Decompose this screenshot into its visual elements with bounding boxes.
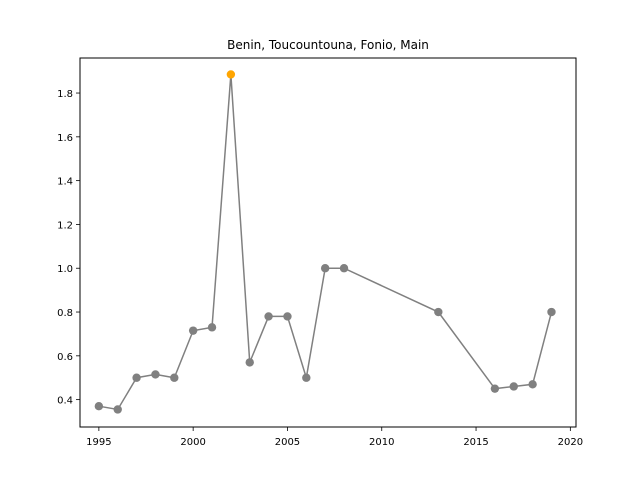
highlight-point (226, 70, 236, 79)
x-tick-label: 2000 (180, 437, 205, 448)
data-point (170, 373, 179, 382)
data-point (151, 370, 160, 379)
data-point (207, 323, 217, 332)
y-tick-label: 0.8 (57, 308, 73, 319)
y-tick-label: 1.6 (57, 133, 73, 144)
data-point (339, 264, 349, 273)
y-tick-label: 0.6 (57, 352, 73, 363)
data-point (283, 312, 292, 321)
chart-title: Benin, Toucountouna, Fonio, Main (227, 38, 429, 52)
data-point (547, 307, 556, 317)
data-point (320, 264, 330, 273)
data-point (188, 326, 198, 335)
x-tick-label: 2015 (463, 437, 488, 448)
data-point (264, 312, 273, 321)
data-point (132, 373, 141, 382)
data-point (509, 382, 518, 391)
x-tick-label: 2010 (369, 437, 394, 448)
data-point (245, 358, 254, 367)
series-line (98, 74, 553, 411)
data-point (113, 405, 122, 414)
plot-area: 1995 2000 2005 2010 2015 2020 0.4 0.6 0.8 1.0 1.2 1… (57, 57, 583, 448)
data-point (94, 401, 104, 411)
data-point (528, 380, 537, 389)
data-point (302, 373, 311, 382)
data-point (434, 307, 443, 317)
x-tick-label: 1995 (86, 437, 111, 448)
data-point (490, 384, 500, 393)
x-tick-label: 2005 (275, 437, 300, 448)
y-tick-label: 1.8 (57, 89, 73, 100)
y-tick-label: 0.4 (57, 396, 73, 407)
y-tick-label: 1.2 (57, 220, 73, 231)
y-tick-label: 1.0 (57, 264, 73, 275)
y-tick-label: 1.4 (57, 177, 73, 188)
plot-frame (79, 57, 577, 428)
x-tick-label: 2020 (558, 437, 583, 448)
